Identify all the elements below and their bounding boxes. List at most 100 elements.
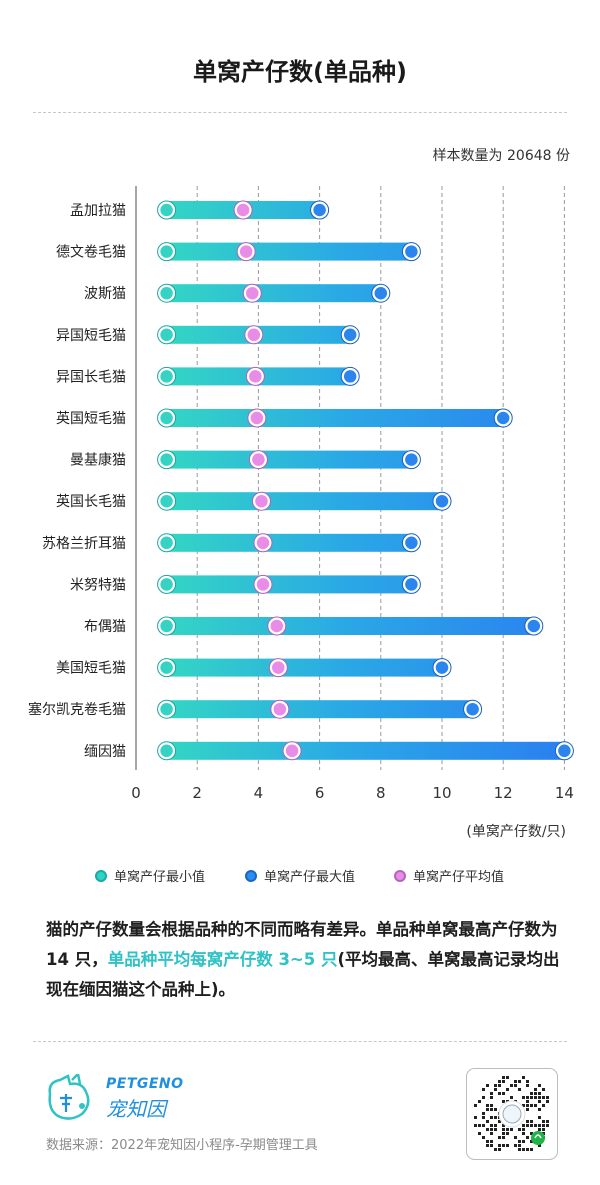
x-tick-label: 14 xyxy=(555,784,574,802)
avg-marker-ring xyxy=(242,283,262,303)
range-bar xyxy=(166,741,565,760)
x-tick-label: 12 xyxy=(494,784,513,802)
min-marker-ring xyxy=(157,616,177,636)
max-marker xyxy=(525,617,543,635)
min-marker xyxy=(157,201,176,219)
avg-marker-ring xyxy=(253,574,273,594)
min-marker xyxy=(157,575,176,594)
min-marker-ring xyxy=(157,283,177,303)
min-marker-ring xyxy=(157,491,177,511)
min-marker xyxy=(157,534,176,552)
avg-marker xyxy=(237,242,255,261)
max-marker xyxy=(402,242,421,261)
qr-code-icon[interactable] xyxy=(466,1068,558,1160)
avg-marker xyxy=(246,367,265,386)
avg-marker xyxy=(269,658,288,677)
min-marker-ring xyxy=(157,366,177,386)
category-label: 缅因猫 xyxy=(84,744,126,760)
max-marker-ring xyxy=(493,408,513,428)
legend-max: 单窝产仔最大值 xyxy=(245,866,355,885)
x-axis-label: (单窝产仔数/只) xyxy=(466,823,566,840)
avg-marker xyxy=(252,492,271,510)
avg-marker xyxy=(245,326,263,344)
avg-marker xyxy=(254,534,272,552)
max-marker xyxy=(402,575,421,594)
category-label: 孟加拉猫 xyxy=(70,203,126,219)
avg-marker xyxy=(271,700,289,718)
category-label: 曼基康猫 xyxy=(70,452,126,469)
category-label: 异国长毛猫 xyxy=(56,369,126,385)
min-marker xyxy=(157,409,176,427)
min-marker xyxy=(157,367,176,386)
max-marker xyxy=(372,284,390,302)
max-marker xyxy=(433,492,451,510)
legend-max-marker xyxy=(245,869,257,882)
min-marker xyxy=(157,658,176,677)
avg-marker-ring xyxy=(245,366,265,386)
min-marker-ring xyxy=(157,658,177,678)
avg-marker-ring xyxy=(233,200,253,220)
x-tick-label: 4 xyxy=(254,784,264,802)
avg-marker-ring xyxy=(248,450,268,470)
min-marker xyxy=(157,242,176,261)
petgeno-logo-icon xyxy=(48,1074,90,1120)
description-highlight: 单品种平均每窝产仔数 3~5 只 xyxy=(107,950,338,969)
legend-min: 单窝产仔最小值 xyxy=(95,866,205,885)
sample-count: 样本数量为 20648 份 xyxy=(432,148,570,164)
avg-marker xyxy=(243,284,262,302)
avg-marker-ring xyxy=(247,408,267,428)
max-marker xyxy=(494,409,512,427)
max-marker xyxy=(463,700,482,718)
range-bar xyxy=(166,700,473,719)
legend-max-label: 单窝产仔最大值 xyxy=(264,870,356,885)
description-part1: 猫的产仔数量会根据品种的不同而略有差异。单品种单窝最高产仔数为 14 只， xyxy=(46,920,558,969)
brand-english: PETGENO xyxy=(106,1076,184,1092)
avg-marker xyxy=(248,409,266,427)
min-marker-ring xyxy=(157,741,177,761)
max-marker xyxy=(402,450,421,469)
title-divider xyxy=(33,112,567,113)
legend-avg-marker xyxy=(394,869,406,882)
x-tick-label: 10 xyxy=(432,784,451,802)
min-marker xyxy=(157,700,176,718)
min-marker-ring xyxy=(157,699,177,719)
range-bar xyxy=(166,409,504,427)
avg-marker-ring xyxy=(282,741,302,761)
max-marker xyxy=(341,326,359,344)
category-label: 苏格兰折耳猫 xyxy=(42,536,126,552)
category-label: 美国短毛猫 xyxy=(56,661,126,677)
avg-marker-ring xyxy=(251,491,271,511)
avg-marker xyxy=(268,617,286,635)
page-title: 单窝产仔数(单品种) xyxy=(193,58,407,86)
min-marker-ring xyxy=(157,408,177,428)
min-marker xyxy=(157,284,176,302)
range-bar xyxy=(166,658,442,677)
range-bar xyxy=(166,617,534,635)
range-bar-chart: 0 2 4 6 8 10 12 14 (单窝产仔数/只) 孟加拉猫德文卷毛猫波斯猫异国短毛猫异国长… xyxy=(28,186,574,840)
max-marker-ring xyxy=(340,366,360,386)
min-marker xyxy=(157,450,176,469)
max-marker xyxy=(555,742,574,760)
range-bar xyxy=(166,284,381,303)
legend-min-label: 单窝产仔最小值 xyxy=(114,870,206,885)
range-bar xyxy=(166,575,412,594)
brand-chinese: 宠知因 xyxy=(106,1097,166,1121)
category-label: 波斯猫 xyxy=(84,286,126,302)
avg-marker xyxy=(234,201,252,219)
x-tick-label: 8 xyxy=(376,784,386,802)
avg-marker-ring xyxy=(268,658,288,678)
max-marker xyxy=(310,201,329,219)
category-label: 英国短毛猫 xyxy=(56,410,126,427)
max-marker-ring xyxy=(340,325,360,345)
min-marker-ring xyxy=(157,325,177,345)
max-marker-ring xyxy=(401,242,421,262)
max-marker-ring xyxy=(432,658,452,678)
max-marker-ring xyxy=(524,616,544,636)
min-marker xyxy=(157,617,176,635)
description-part2: (平均最高、单窝最高记录均出现在缅因猫这个品种上)。 xyxy=(46,950,560,999)
max-marker xyxy=(402,534,421,552)
avg-marker-ring xyxy=(267,616,287,636)
legend-avg: 单窝产仔平均值 xyxy=(394,866,504,885)
range-bar xyxy=(166,450,412,469)
min-marker xyxy=(157,742,176,760)
